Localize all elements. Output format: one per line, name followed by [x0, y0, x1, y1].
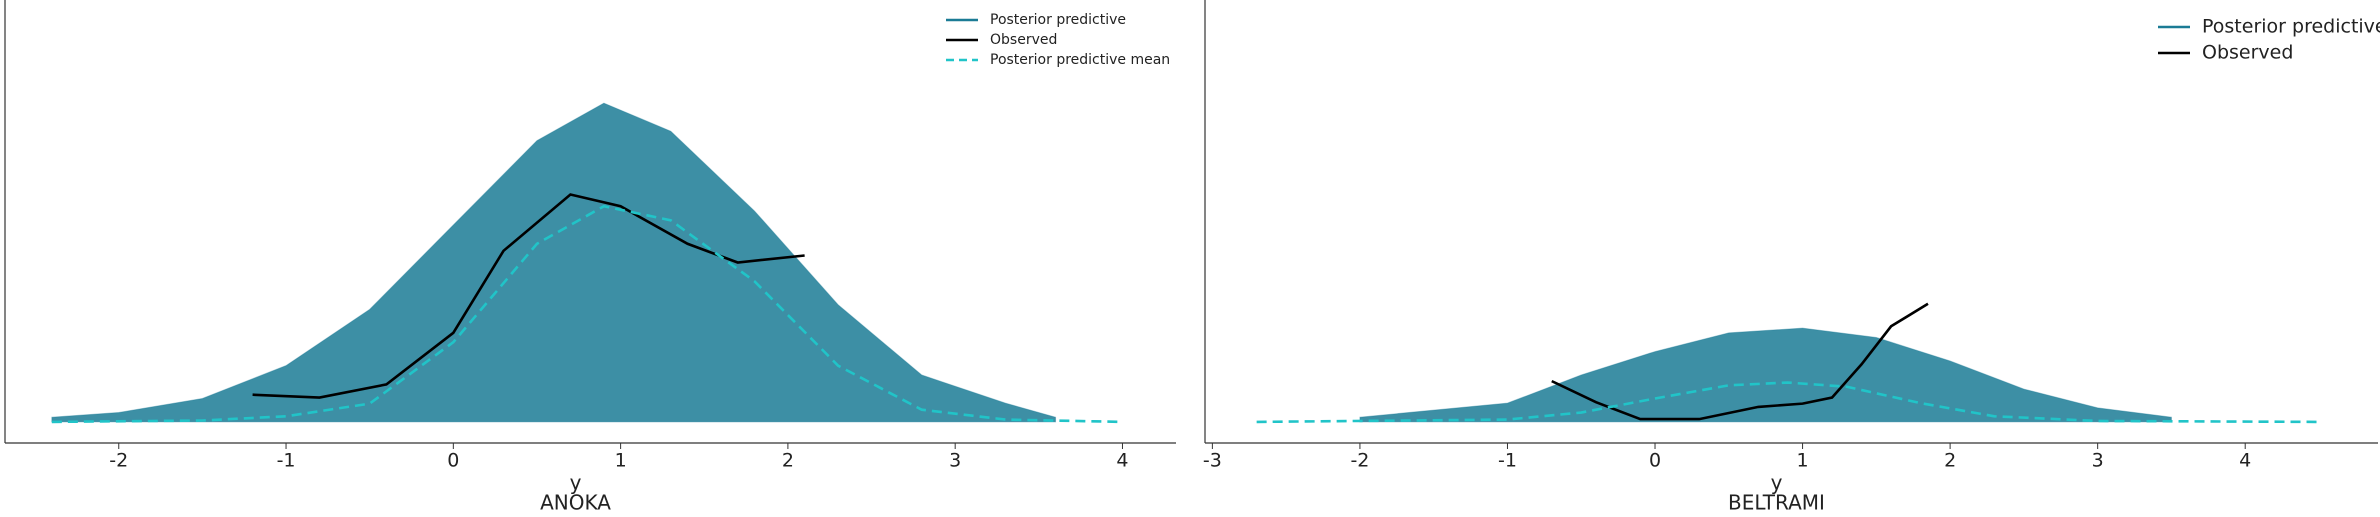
- posterior-band: [51, 102, 1057, 423]
- legend-label: Observed: [990, 32, 1057, 48]
- x-tick-label: -2: [109, 450, 128, 472]
- legend-label: Posterior predictive mean: [990, 52, 1170, 68]
- x-tick-label: 0: [1649, 450, 1661, 472]
- subplot-title: BELTRAMI: [1728, 491, 1825, 515]
- x-tick-label: -1: [1498, 450, 1517, 472]
- series-line: [1256, 381, 2319, 424]
- x-tick-label: 3: [2092, 450, 2104, 472]
- x-tick-label: -2: [1350, 450, 1369, 472]
- x-tick-label: 2: [782, 450, 794, 472]
- x-axis-label: y: [570, 471, 582, 495]
- legend-label: Posterior predictive: [2202, 16, 2380, 38]
- x-tick-label: 4: [1116, 450, 1128, 472]
- x-tick-label: 1: [615, 450, 627, 472]
- x-axis-label: y: [1771, 471, 1783, 495]
- x-tick-label: 3: [949, 450, 961, 472]
- series-line: [252, 193, 805, 399]
- subplot-title: ANOKA: [540, 491, 611, 515]
- x-tick-label: 4: [2239, 450, 2251, 472]
- x-tick-label: -3: [1203, 450, 1222, 472]
- posterior-band: [1359, 327, 2172, 423]
- x-tick-label: 1: [1797, 450, 1809, 472]
- x-tick-label: 2: [1944, 450, 1956, 472]
- x-tick-label: 0: [447, 450, 459, 472]
- series-line: [51, 204, 1123, 424]
- legend-label: Posterior predictive: [990, 12, 1126, 28]
- x-tick-label: -1: [277, 450, 296, 472]
- series-line: [1551, 302, 1929, 421]
- legend-label: Observed: [2202, 42, 2293, 64]
